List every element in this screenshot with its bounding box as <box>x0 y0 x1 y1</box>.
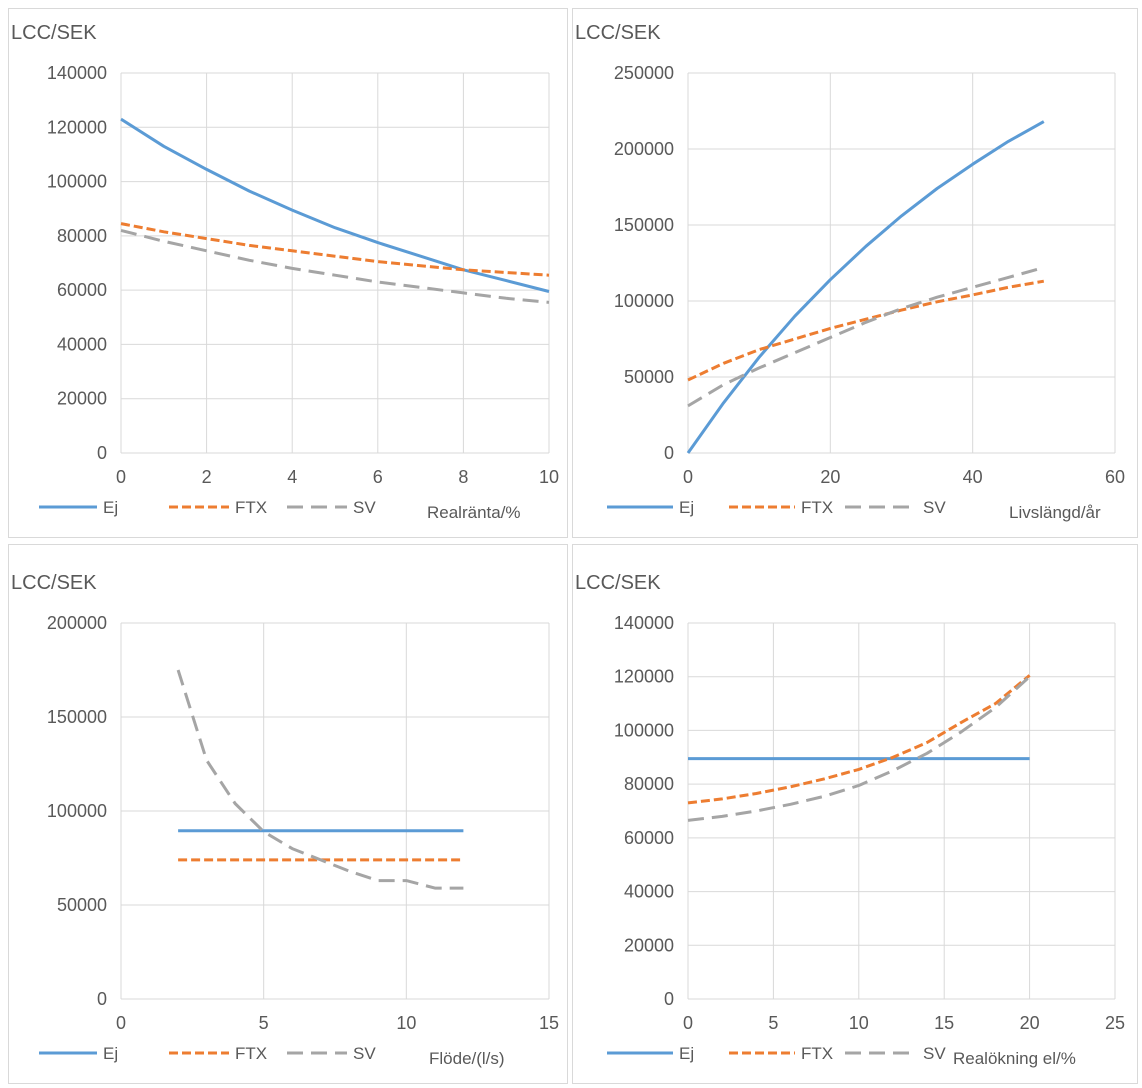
y-tick-label: 40000 <box>57 334 107 354</box>
series-line-ej <box>120 117 550 293</box>
x-tick-label: 40 <box>963 467 983 487</box>
chart-panel-livslangd: 0 50000 100000 150000 200000 250000 0 20 40 60 LCC… <box>572 8 1138 538</box>
y-tick-label: 100000 <box>47 172 107 192</box>
x-tick-label: 0 <box>116 467 126 487</box>
series-line-sv <box>687 675 1031 822</box>
legend-label-ftx: FTX <box>235 498 267 517</box>
x-axis-label: Livslängd/år <box>1009 503 1101 522</box>
y-tick-label: 0 <box>97 443 107 463</box>
x-tick-label: 25 <box>1105 1013 1125 1033</box>
y-tick-label: 20000 <box>624 935 674 955</box>
x-tick-label: 60 <box>1105 467 1125 487</box>
y-tick-label: 200000 <box>614 139 674 159</box>
x-tick-label: 2 <box>202 467 212 487</box>
x-tick-label: 10 <box>539 467 559 487</box>
x-tick-label: 5 <box>259 1013 269 1033</box>
x-tick-label: 10 <box>849 1013 869 1033</box>
x-axis-label: Realränta/% <box>427 503 521 522</box>
chart-svg: 0 20000 40000 60000 80000 100000 120000 140000 0… <box>11 22 559 522</box>
legend-label-ftx: FTX <box>801 498 833 517</box>
x-tick-label: 15 <box>539 1013 559 1033</box>
y-tick-label: 100000 <box>614 720 674 740</box>
y-tick-label: 60000 <box>624 828 674 848</box>
x-tick-label: 0 <box>116 1013 126 1033</box>
series-line-ftx <box>687 279 1045 382</box>
x-tick-label: 15 <box>934 1013 954 1033</box>
series-line-ej <box>686 120 1045 454</box>
x-tick-label: 4 <box>287 467 297 487</box>
x-axis-label: Flöde/(l/s) <box>429 1049 505 1068</box>
x-tick-label: 5 <box>768 1013 778 1033</box>
y-tick-label: 200000 <box>47 613 107 633</box>
legend-label-ej: Ej <box>103 498 118 517</box>
y-axis-label: LCC/SEK <box>11 22 97 44</box>
legend-label-ej: Ej <box>103 1044 118 1063</box>
legend-label-sv: SV <box>353 498 376 517</box>
y-tick-label: 80000 <box>57 226 107 246</box>
x-tick-label: 20 <box>820 467 840 487</box>
y-tick-label: 140000 <box>614 613 674 633</box>
legend-label-ftx: FTX <box>801 1044 833 1063</box>
series-line-sv <box>176 669 464 890</box>
series-line-sv <box>687 266 1045 408</box>
y-tick-label: 80000 <box>624 774 674 794</box>
y-tick-label: 0 <box>97 989 107 1009</box>
chart-panel-realokning: 0 20000 40000 60000 80000 100000 120000 140000 0… <box>572 544 1138 1084</box>
y-tick-label: 140000 <box>47 63 107 83</box>
y-tick-label: 150000 <box>47 707 107 727</box>
y-tick-label: 120000 <box>47 117 107 137</box>
y-tick-label: 60000 <box>57 280 107 300</box>
x-tick-label: 10 <box>396 1013 416 1033</box>
legend-label-sv: SV <box>923 1044 946 1063</box>
y-tick-label: 0 <box>664 989 674 1009</box>
legend-label-ej: Ej <box>679 1044 694 1063</box>
legend-label-ej: Ej <box>679 498 694 517</box>
y-tick-label: 40000 <box>624 882 674 902</box>
x-axis-label: Realökning el/% <box>953 1049 1076 1068</box>
y-tick-label: 150000 <box>614 215 674 235</box>
legend-label-sv: SV <box>353 1044 376 1063</box>
y-tick-label: 100000 <box>47 801 107 821</box>
y-tick-label: 20000 <box>57 389 107 409</box>
legend-label-sv: SV <box>923 498 946 517</box>
y-tick-label: 250000 <box>614 63 674 83</box>
y-axis-label: LCC/SEK <box>575 22 661 44</box>
y-tick-label: 0 <box>664 443 674 463</box>
series-line-sv <box>120 228 550 304</box>
chart-panel-realranta: 0 20000 40000 60000 80000 100000 120000 140000 0… <box>8 8 568 538</box>
chart-svg: 0 50000 100000 150000 200000 250000 0 20 40 60 LCC… <box>575 22 1125 522</box>
y-axis-label: LCC/SEK <box>11 572 97 594</box>
chart-svg: 0 20000 40000 60000 80000 100000 120000 140000 0… <box>575 572 1125 1068</box>
legend-label-ftx: FTX <box>235 1044 267 1063</box>
y-tick-label: 120000 <box>614 667 674 687</box>
x-tick-label: 0 <box>683 1013 693 1033</box>
x-tick-label: 6 <box>373 467 383 487</box>
chart-svg: 0 50000 100000 150000 200000 0 5 10 15 LCC/SEK Ej F… <box>11 572 559 1068</box>
series-line-ftx <box>687 674 1031 805</box>
y-axis-label: LCC/SEK <box>575 572 661 594</box>
y-tick-label: 100000 <box>614 291 674 311</box>
series-line-ftx <box>120 222 550 277</box>
chart-panel-flode: 0 50000 100000 150000 200000 0 5 10 15 LCC/SEK Ej F… <box>8 544 568 1084</box>
x-tick-label: 20 <box>1020 1013 1040 1033</box>
y-tick-label: 50000 <box>624 367 674 387</box>
y-tick-label: 50000 <box>57 895 107 915</box>
x-tick-label: 0 <box>683 467 693 487</box>
x-tick-label: 8 <box>458 467 468 487</box>
